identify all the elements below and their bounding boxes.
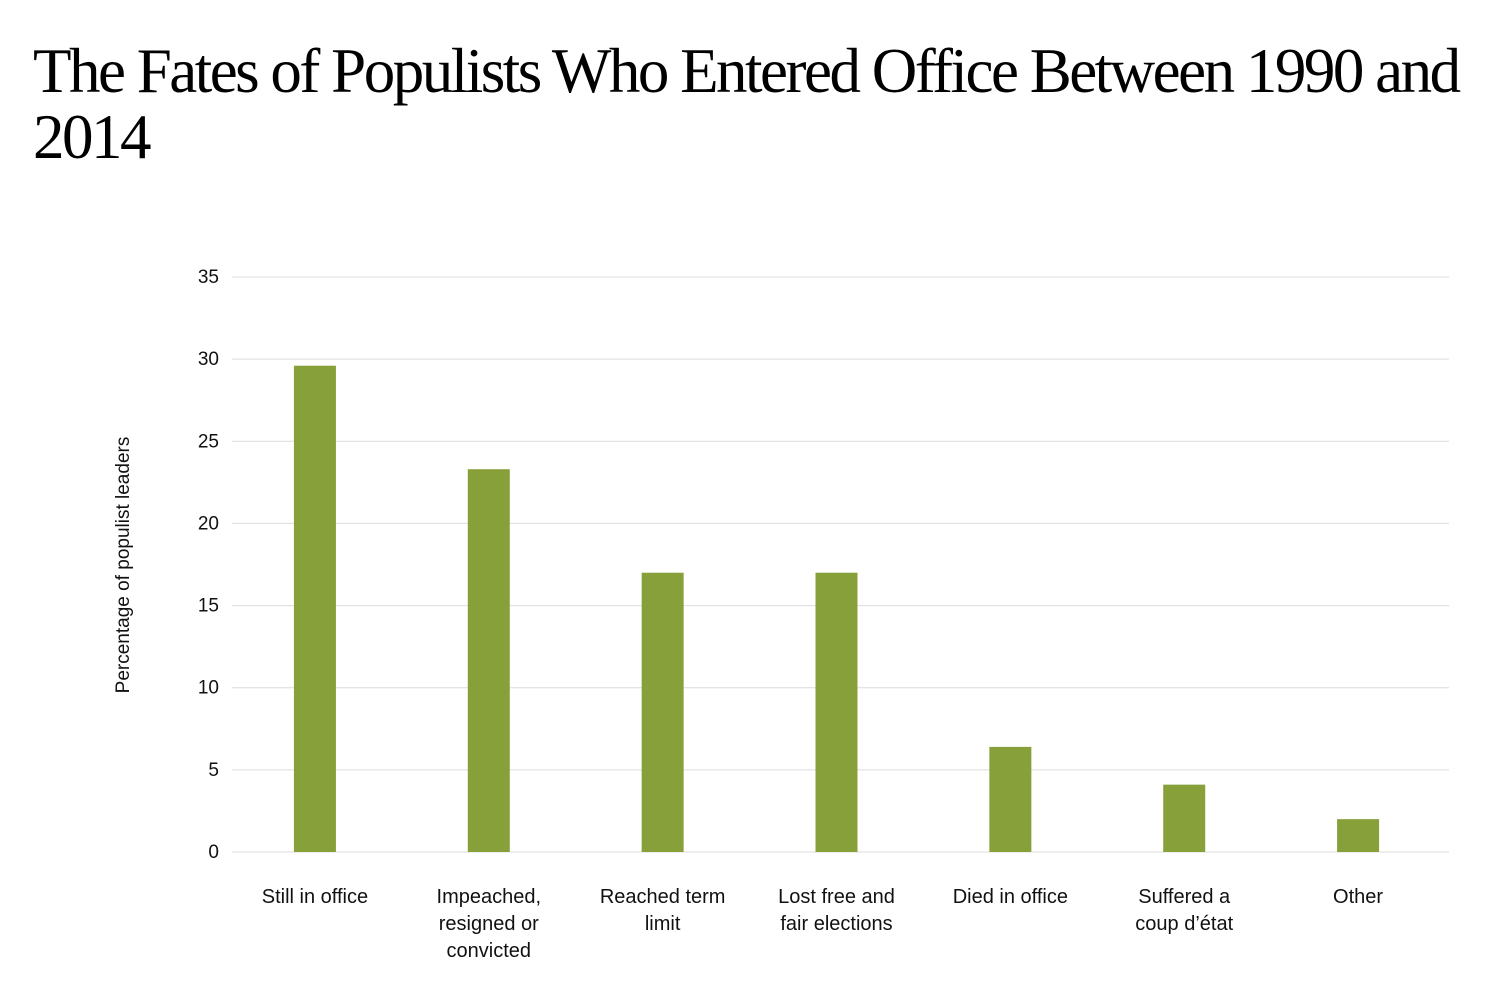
- y-tick-label: 20: [198, 513, 219, 534]
- x-tick-label: Suffered a coup d’état: [1135, 886, 1233, 935]
- x-tick-label: Lost free and fair elections: [778, 886, 895, 935]
- y-tick-label: 35: [198, 267, 219, 288]
- x-tick-label-line: Suffered a: [1138, 886, 1231, 908]
- chart-title: The Fates of Populists Who Entered Offic…: [33, 36, 1461, 172]
- x-tick-label-line: Lost free and: [778, 886, 895, 908]
- x-tick-labels: Still in office Impeached, resigned or conv…: [262, 886, 1384, 962]
- bar: [1337, 819, 1380, 852]
- x-tick-label: Other: [1333, 886, 1383, 908]
- x-tick-label-line: convicted: [447, 940, 532, 962]
- x-tick-label: Still in office: [262, 886, 368, 908]
- y-tick-label: 5: [208, 760, 219, 781]
- y-tick-label: 25: [198, 431, 219, 452]
- y-tick-label: 10: [198, 678, 219, 699]
- y-tick-label: 30: [198, 349, 219, 370]
- x-tick-label-line: limit: [645, 913, 681, 935]
- x-tick-label: Reached term limit: [600, 886, 726, 935]
- y-axis-label: Percentage of populist leaders: [113, 437, 134, 694]
- x-tick-label-line: Other: [1333, 886, 1383, 908]
- x-tick-label-line: Still in office: [262, 886, 368, 908]
- x-tick-label: Died in office: [953, 886, 1068, 908]
- bars: [293, 365, 1380, 852]
- x-tick-label-line: Impeached,: [437, 886, 542, 908]
- x-tick-label-line: resigned or: [439, 913, 539, 935]
- bar: [293, 365, 336, 852]
- bar: [641, 572, 684, 852]
- x-tick-label-line: Reached term: [600, 886, 726, 908]
- y-tick-labels: 0 5 10 15 20 25 30 35: [198, 267, 219, 863]
- bar: [989, 746, 1032, 852]
- bar: [815, 572, 858, 852]
- x-tick-label: Impeached, resigned or convicted: [437, 886, 542, 962]
- x-tick-label-line: fair elections: [780, 913, 892, 935]
- x-tick-label-line: coup d’état: [1135, 913, 1233, 935]
- x-tick-label-line: Died in office: [953, 886, 1068, 908]
- y-tick-label: 15: [198, 596, 219, 617]
- bar: [467, 469, 510, 852]
- bar: [1163, 784, 1206, 852]
- y-tick-label: 0: [208, 842, 219, 863]
